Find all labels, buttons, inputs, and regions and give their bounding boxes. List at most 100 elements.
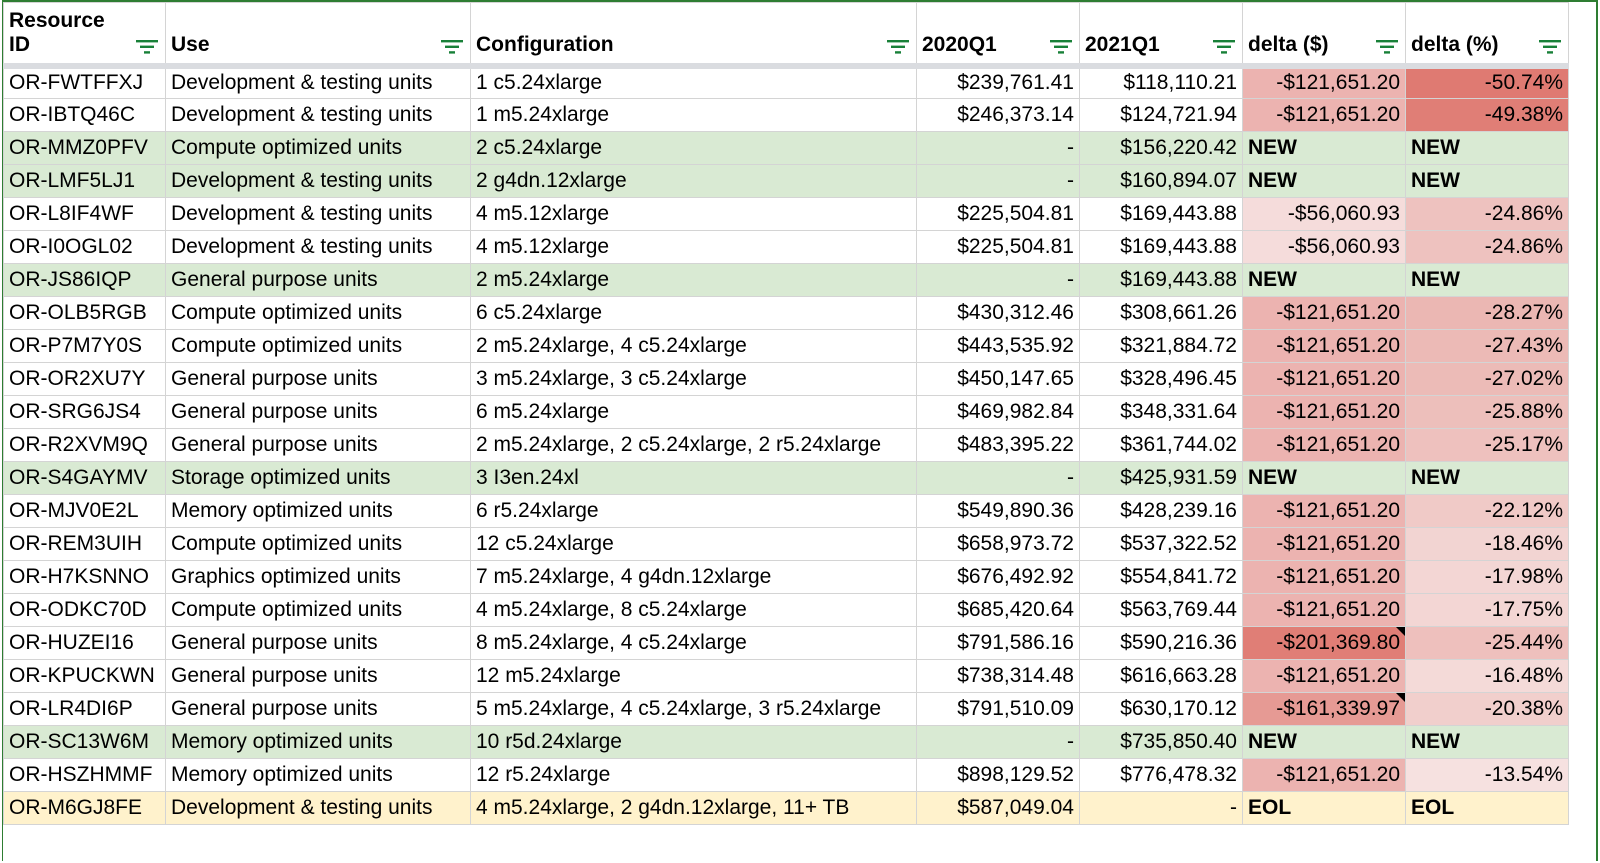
filter-icon[interactable] (1213, 39, 1235, 54)
cell-2020q1[interactable]: - (916, 164, 1080, 198)
column-header-2020q1[interactable]: 2020Q1 (916, 2, 1080, 69)
cell-delta-usd[interactable]: NEW (1242, 131, 1406, 165)
cell-resource-id[interactable]: OR-OR2XU7Y (3, 362, 166, 396)
cell-resource-id[interactable]: OR-HUZEI16 (3, 626, 166, 660)
cell-resource-id[interactable]: OR-H7KSNNO (3, 560, 166, 594)
cell-configuration[interactable]: 2 g4dn.12xlarge (470, 164, 917, 198)
cell-delta-usd[interactable]: -$121,651.20 (1242, 329, 1406, 363)
cell-configuration[interactable]: 7 m5.24xlarge, 4 g4dn.12xlarge (470, 560, 917, 594)
cell-2021q1[interactable]: - (1079, 791, 1243, 825)
cell-2020q1[interactable]: $738,314.48 (916, 659, 1080, 693)
cell-configuration[interactable]: 2 m5.24xlarge, 4 c5.24xlarge (470, 329, 917, 363)
cell-resource-id[interactable]: OR-REM3UIH (3, 527, 166, 561)
filter-icon[interactable] (136, 39, 158, 54)
cell-delta-pct[interactable]: -25.44% (1405, 626, 1569, 660)
cell-configuration[interactable]: 12 r5.24xlarge (470, 758, 917, 792)
cell-2021q1[interactable]: $554,841.72 (1079, 560, 1243, 594)
cell-2020q1[interactable]: $483,395.22 (916, 428, 1080, 462)
cell-configuration[interactable]: 3 m5.24xlarge, 3 c5.24xlarge (470, 362, 917, 396)
cell-delta-pct[interactable]: -20.38% (1405, 692, 1569, 726)
cell-use[interactable]: Compute optimized units (165, 329, 471, 363)
cell-2021q1[interactable]: $169,443.88 (1079, 197, 1243, 231)
column-header-use[interactable]: Use (165, 2, 471, 69)
cell-configuration[interactable]: 2 m5.24xlarge (470, 263, 917, 297)
cell-use[interactable]: Memory optimized units (165, 758, 471, 792)
cell-2020q1[interactable]: $685,420.64 (916, 593, 1080, 627)
cell-delta-pct[interactable]: -24.86% (1405, 230, 1569, 264)
column-header-resource-id[interactable]: Resource ID (3, 2, 166, 69)
cell-2020q1[interactable]: - (916, 461, 1080, 495)
cell-2020q1[interactable]: $239,761.41 (916, 65, 1080, 99)
cell-configuration[interactable]: 10 r5d.24xlarge (470, 725, 917, 759)
cell-2020q1[interactable]: $676,492.92 (916, 560, 1080, 594)
cell-use[interactable]: General purpose units (165, 362, 471, 396)
filter-icon[interactable] (1539, 39, 1561, 54)
cell-delta-usd[interactable]: NEW (1242, 725, 1406, 759)
cell-resource-id[interactable]: OR-SC13W6M (3, 725, 166, 759)
cell-delta-usd[interactable]: -$121,651.20 (1242, 659, 1406, 693)
cell-configuration[interactable]: 12 m5.24xlarge (470, 659, 917, 693)
cell-2020q1[interactable]: $791,586.16 (916, 626, 1080, 660)
cell-2021q1[interactable]: $348,331.64 (1079, 395, 1243, 429)
cell-delta-usd[interactable]: -$121,651.20 (1242, 560, 1406, 594)
cell-resource-id[interactable]: OR-IBTQ46C (3, 98, 166, 132)
cell-delta-pct[interactable]: -22.12% (1405, 494, 1569, 528)
cell-configuration[interactable]: 6 r5.24xlarge (470, 494, 917, 528)
cell-delta-pct[interactable]: NEW (1405, 725, 1569, 759)
cell-configuration[interactable]: 5 m5.24xlarge, 4 c5.24xlarge, 3 r5.24xla… (470, 692, 917, 726)
cell-delta-pct[interactable]: -27.02% (1405, 362, 1569, 396)
cell-use[interactable]: Memory optimized units (165, 725, 471, 759)
cell-use[interactable]: Development & testing units (165, 230, 471, 264)
cell-configuration[interactable]: 4 m5.12xlarge (470, 197, 917, 231)
cell-resource-id[interactable]: OR-P7M7Y0S (3, 329, 166, 363)
cell-2021q1[interactable]: $630,170.12 (1079, 692, 1243, 726)
cell-2020q1[interactable]: $450,147.65 (916, 362, 1080, 396)
cell-2021q1[interactable]: $428,239.16 (1079, 494, 1243, 528)
cell-configuration[interactable]: 12 c5.24xlarge (470, 527, 917, 561)
cell-2020q1[interactable]: $225,504.81 (916, 197, 1080, 231)
cell-configuration[interactable]: 6 m5.24xlarge (470, 395, 917, 429)
cell-configuration[interactable]: 4 m5.24xlarge, 2 g4dn.12xlarge, 11+ TB (470, 791, 917, 825)
filter-icon[interactable] (441, 39, 463, 54)
cell-2021q1[interactable]: $361,744.02 (1079, 428, 1243, 462)
cell-2020q1[interactable]: - (916, 725, 1080, 759)
cell-use[interactable]: General purpose units (165, 263, 471, 297)
filter-icon[interactable] (1050, 39, 1072, 54)
cell-delta-pct[interactable]: -28.27% (1405, 296, 1569, 330)
cell-resource-id[interactable]: OR-S4GAYMV (3, 461, 166, 495)
cell-use[interactable]: General purpose units (165, 428, 471, 462)
cell-delta-pct[interactable]: -17.75% (1405, 593, 1569, 627)
cell-2020q1[interactable]: $658,973.72 (916, 527, 1080, 561)
cell-delta-pct[interactable]: -50.74% (1405, 65, 1569, 99)
cell-2021q1[interactable]: $156,220.42 (1079, 131, 1243, 165)
cell-delta-pct[interactable]: -16.48% (1405, 659, 1569, 693)
cell-use[interactable]: Development & testing units (165, 98, 471, 132)
cell-configuration[interactable]: 2 c5.24xlarge (470, 131, 917, 165)
cell-delta-usd[interactable]: EOL (1242, 791, 1406, 825)
cell-use[interactable]: General purpose units (165, 659, 471, 693)
cell-resource-id[interactable]: OR-LR4DI6P (3, 692, 166, 726)
cell-delta-usd[interactable]: -$121,651.20 (1242, 593, 1406, 627)
cell-delta-pct[interactable]: NEW (1405, 263, 1569, 297)
cell-2020q1[interactable]: $587,049.04 (916, 791, 1080, 825)
cell-use[interactable]: Compute optimized units (165, 131, 471, 165)
cell-use[interactable]: General purpose units (165, 626, 471, 660)
cell-2021q1[interactable]: $321,884.72 (1079, 329, 1243, 363)
cell-delta-usd[interactable]: -$121,651.20 (1242, 428, 1406, 462)
cell-delta-usd[interactable]: -$121,651.20 (1242, 758, 1406, 792)
column-header-delta-usd[interactable]: delta ($) (1242, 2, 1406, 69)
cell-2020q1[interactable]: $791,510.09 (916, 692, 1080, 726)
cell-resource-id[interactable]: OR-MJV0E2L (3, 494, 166, 528)
cell-delta-pct[interactable]: -49.38% (1405, 98, 1569, 132)
cell-configuration[interactable]: 8 m5.24xlarge, 4 c5.24xlarge (470, 626, 917, 660)
cell-2021q1[interactable]: $328,496.45 (1079, 362, 1243, 396)
cell-resource-id[interactable]: OR-HSZHMMF (3, 758, 166, 792)
cell-resource-id[interactable]: OR-ODKC70D (3, 593, 166, 627)
cell-configuration[interactable]: 6 c5.24xlarge (470, 296, 917, 330)
cell-resource-id[interactable]: OR-JS86IQP (3, 263, 166, 297)
cell-configuration[interactable]: 1 m5.24xlarge (470, 98, 917, 132)
cell-delta-pct[interactable]: -13.54% (1405, 758, 1569, 792)
cell-delta-usd[interactable]: -$121,651.20 (1242, 494, 1406, 528)
cell-resource-id[interactable]: OR-MMZ0PFV (3, 131, 166, 165)
cell-2020q1[interactable]: $443,535.92 (916, 329, 1080, 363)
